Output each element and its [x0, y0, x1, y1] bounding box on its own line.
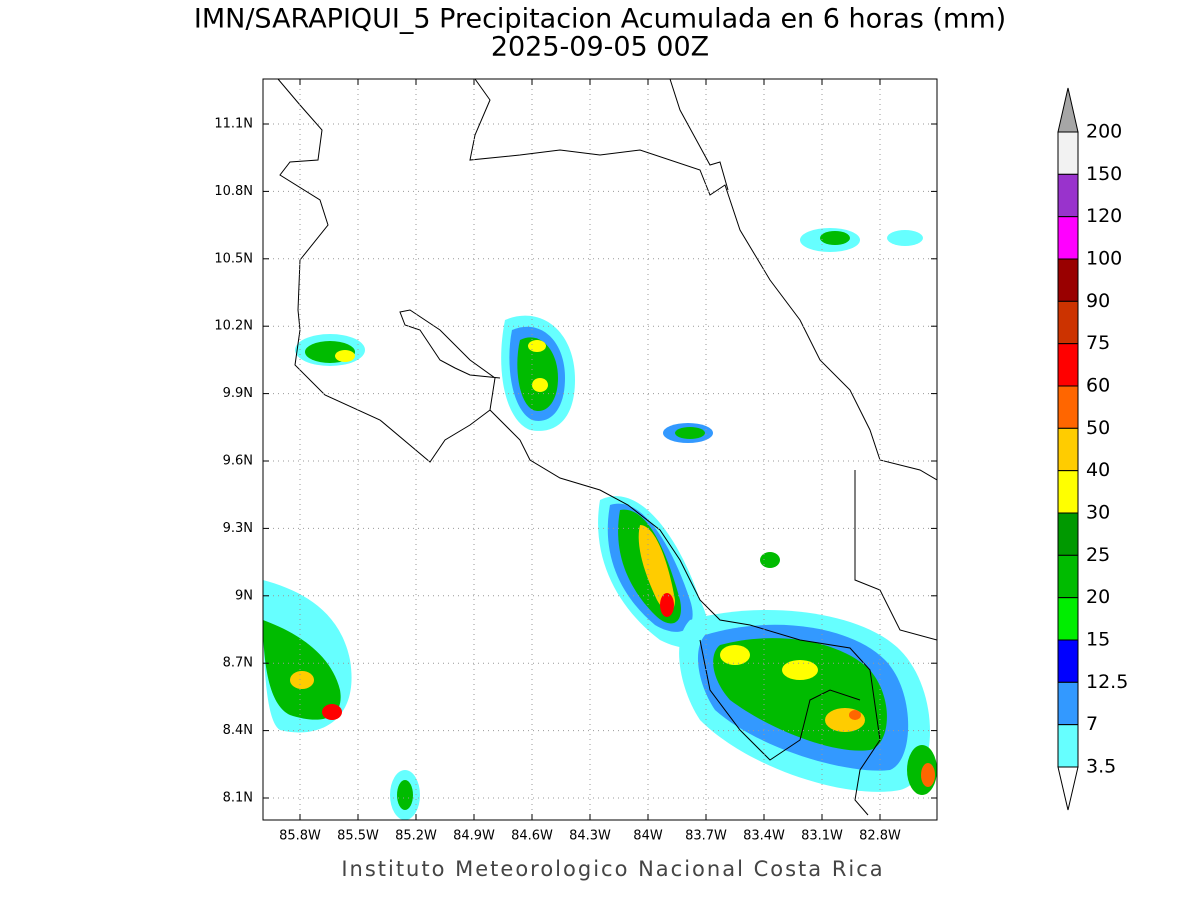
colorbar-box: [1057, 385, 1079, 429]
colorbar-box: [1057, 131, 1079, 175]
colorbar-box: [1057, 173, 1079, 218]
colorbar-label: 75: [1086, 332, 1110, 354]
colorbar-label: 60: [1086, 375, 1110, 397]
colorbar: 200 150 120 100 90 75 60 50 40 30 25 20 15 12.5 7 3.5: [1057, 87, 1128, 811]
coastline: [277, 79, 937, 816]
precip-field: [263, 79, 937, 820]
map-frame: [262, 78, 938, 821]
lon-tick-label: 85.5W: [337, 829, 379, 844]
colorbar-box: [1057, 427, 1079, 472]
colorbar-label: 12.5: [1086, 671, 1128, 693]
colorbar-label: 20: [1086, 586, 1110, 608]
lon-tick-label: 84.3W: [569, 829, 611, 844]
colorbar-box: [1057, 512, 1079, 556]
colorbar-label: 25: [1086, 544, 1110, 566]
lon-tick-label: 83.1W: [801, 829, 843, 844]
graticule: 85.8W 85.5W 85.2W 84.9W 84.6W 84.3W 84W 83.7W 83…: [214, 79, 937, 844]
lat-tick-label: 9N: [235, 588, 253, 603]
lon-tick-label: 84.6W: [511, 829, 553, 844]
lat-tick-label: 11.1N: [214, 117, 253, 132]
colorbar-label: 50: [1086, 417, 1110, 439]
colorbar-box: [1057, 639, 1079, 683]
lat-tick-label: 9.6N: [223, 454, 253, 469]
colorbar-over: [1057, 87, 1079, 133]
lat-tick-label: 8.7N: [223, 656, 253, 671]
colorbar-label: 200: [1086, 121, 1122, 143]
colorbar-label: 15: [1086, 629, 1110, 651]
lon-tick-label: 85.2W: [395, 829, 437, 844]
colorbar-under: [1057, 766, 1079, 811]
lat-tick-label: 10.2N: [214, 319, 253, 334]
colorbar-box: [1057, 343, 1079, 387]
colorbar-label: 40: [1086, 459, 1110, 481]
colorbar-label: 120: [1086, 205, 1122, 227]
colorbar-label: 30: [1086, 502, 1110, 524]
lat-tick-label: 9.9N: [223, 386, 253, 401]
lon-tick-label: 83.4W: [743, 829, 785, 844]
lat-tick-label: 9.3N: [223, 521, 253, 536]
title: IMN/SARAPIQUI_5 Precipitacion Acumulada …: [194, 4, 1006, 35]
lat-tick-label: 8.4N: [223, 723, 253, 738]
footer: Instituto Meteorologico Nacional Costa R…: [341, 857, 884, 881]
colorbar-box: [1057, 681, 1079, 726]
colorbar-label: 3.5: [1086, 756, 1116, 778]
colorbar-box: [1057, 724, 1079, 768]
lon-tick-label: 82.8W: [859, 829, 901, 844]
colorbar-label: 90: [1086, 290, 1110, 312]
colorbar-box: [1057, 300, 1079, 345]
colorbar-box: [1057, 597, 1079, 641]
colorbar-label: 150: [1086, 163, 1122, 185]
colorbar-box: [1057, 554, 1079, 599]
lon-tick-label: 84.9W: [453, 829, 495, 844]
colorbar-box: [1057, 470, 1079, 514]
lat-tick-label: 10.8N: [214, 184, 253, 199]
colorbar-box: [1057, 258, 1079, 302]
colorbar-label: 100: [1086, 248, 1122, 270]
lat-tick-label: 8.1N: [223, 791, 253, 806]
colorbar-box: [1057, 216, 1079, 260]
subtitle: 2025-09-05 00Z: [491, 32, 709, 63]
precip-blobs: [263, 228, 937, 820]
lon-tick-label: 83.7W: [685, 829, 727, 844]
colorbar-label: 7: [1086, 713, 1098, 735]
lon-tick-label: 84W: [633, 829, 663, 844]
lat-tick-label: 10.5N: [214, 251, 253, 266]
lon-tick-label: 85.8W: [279, 829, 321, 844]
